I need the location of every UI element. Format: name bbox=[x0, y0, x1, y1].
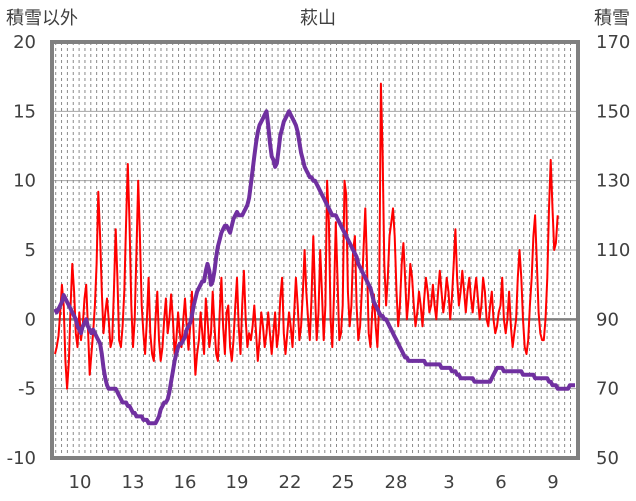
right-tick-label: 170 bbox=[596, 32, 630, 53]
x-tick-label: 16 bbox=[174, 472, 197, 493]
left-tick-label: -5 bbox=[18, 379, 36, 400]
left-tick-label: 20 bbox=[13, 32, 36, 53]
x-tick-label: 25 bbox=[332, 472, 355, 493]
right-tick-label: 150 bbox=[596, 101, 630, 122]
left-tick-label: 5 bbox=[25, 240, 36, 261]
left-tick-label: 15 bbox=[13, 101, 36, 122]
x-tick-label: 19 bbox=[226, 472, 249, 493]
series-snow-line bbox=[53, 109, 576, 426]
right-tick-label: 50 bbox=[596, 448, 619, 469]
right-axis-ticks: 170 150 130 110 90 70 50 bbox=[596, 32, 630, 469]
left-axis-ticks: 20 15 10 5 0 -5 -10 bbox=[7, 32, 36, 469]
left-axis-label: 積雪以外 bbox=[6, 8, 78, 29]
chart-title: 萩山 bbox=[300, 8, 336, 29]
left-tick-label: 0 bbox=[25, 309, 36, 330]
right-tick-label: 70 bbox=[596, 379, 619, 400]
x-axis-ticks: 10 13 16 19 22 25 28 3 6 9 bbox=[69, 472, 559, 493]
plot-frame bbox=[50, 40, 580, 460]
right-tick-label: 130 bbox=[596, 171, 630, 192]
right-axis-label: 積雪 bbox=[594, 8, 630, 29]
right-tick-label: 110 bbox=[596, 240, 630, 261]
x-tick-label: 28 bbox=[385, 472, 408, 493]
x-tick-label: 6 bbox=[495, 472, 506, 493]
x-tick-label: 9 bbox=[547, 472, 558, 493]
right-tick-label: 90 bbox=[596, 309, 619, 330]
x-tick-label: 3 bbox=[443, 472, 454, 493]
x-tick-label: 22 bbox=[279, 472, 302, 493]
series-layer bbox=[53, 82, 576, 426]
series-other-line bbox=[54, 82, 559, 390]
x-tick-label: 10 bbox=[69, 472, 92, 493]
left-tick-label: 10 bbox=[13, 171, 36, 192]
x-tick-label: 13 bbox=[122, 472, 145, 493]
left-tick-label: -10 bbox=[7, 448, 36, 469]
